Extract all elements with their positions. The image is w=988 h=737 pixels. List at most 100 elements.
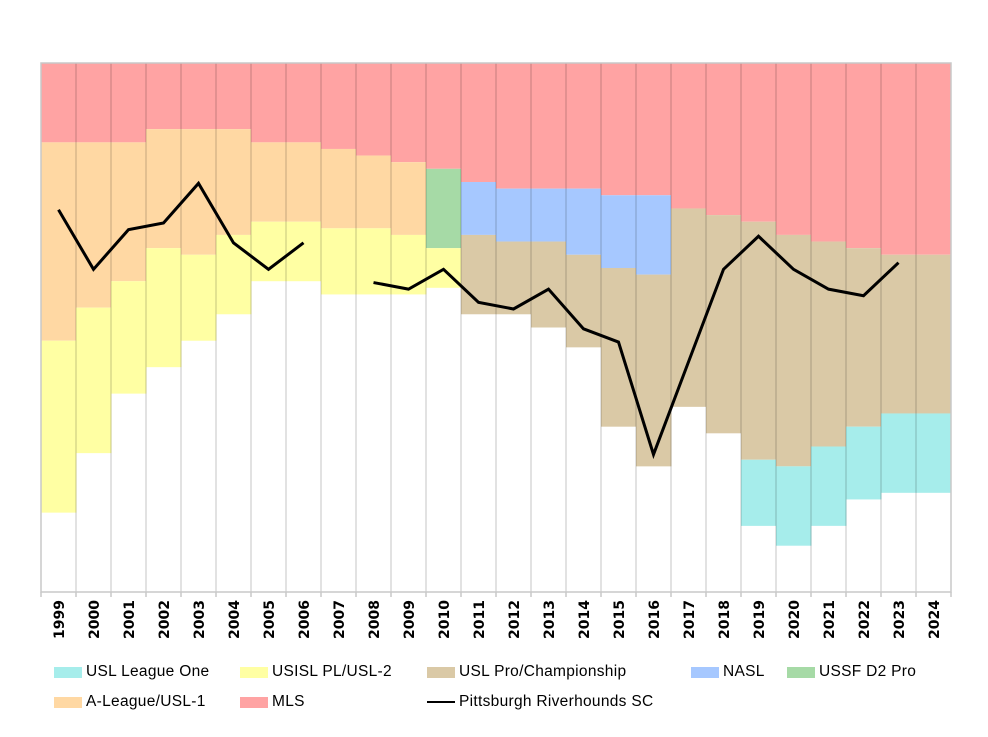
band-mls-2023 [881, 63, 917, 255]
band-uslpro-2023 [881, 254, 917, 414]
band-mls-2010 [426, 63, 462, 169]
x-tick-label: 2022 [857, 600, 873, 639]
team-line-segment [57, 180, 305, 272]
vertical-gridlines [75, 63, 917, 592]
band-mls-2007 [321, 63, 357, 149]
band-nasl-2014 [566, 188, 602, 255]
band-mls-2015 [601, 63, 637, 196]
band-mls-2003 [181, 63, 217, 130]
band-uslpro-2019 [741, 221, 777, 460]
band-usisl-2004 [216, 234, 252, 315]
band-mls-2020 [776, 63, 812, 235]
band-aleague-2002 [146, 129, 182, 249]
band-mls-2014 [566, 63, 602, 189]
band-mls-2012 [496, 63, 532, 189]
x-tick-label: 2010 [437, 600, 453, 639]
band-mls-2008 [356, 63, 392, 156]
x-axis: 1999 2000 2001 2002 2003 2004 2005 2006 2007 2008… [40, 592, 952, 639]
band-mls-2006 [286, 63, 322, 143]
x-tick-label: 2004 [227, 600, 243, 639]
band-l1-2020 [776, 466, 812, 546]
band-d2-2010 [426, 168, 462, 249]
x-tick-label: 2013 [542, 600, 558, 639]
x-tick-label: 2001 [122, 600, 138, 639]
band-l1-2023 [881, 413, 917, 493]
band-nasl-2012 [496, 188, 532, 242]
band-aleague-2009 [391, 162, 427, 235]
band-aleague-2006 [286, 142, 322, 222]
x-tick-label: 2018 [717, 600, 733, 639]
x-tick-label: 2021 [822, 600, 838, 639]
x-tick-label: 2009 [402, 600, 418, 639]
band-aleague-2001 [111, 142, 147, 282]
band-aleague-2007 [321, 148, 357, 229]
x-tick-label: 2003 [192, 600, 208, 639]
band-mls-2022 [846, 63, 882, 249]
band-aleague-2004 [216, 129, 252, 235]
x-tick-label: 2002 [157, 600, 173, 639]
band-usisl-2000 [76, 307, 112, 454]
band-usisl-2001 [111, 281, 147, 394]
band-mls-2011 [461, 63, 497, 183]
x-tick-label: 2008 [367, 600, 383, 639]
x-tick-label: 1999 [52, 600, 68, 639]
x-tick-label: 2016 [647, 600, 663, 639]
stacked-bands [41, 63, 952, 592]
band-mls-2017 [671, 63, 707, 209]
band-usisl-2009 [391, 234, 427, 295]
x-tick-label: 2014 [577, 600, 593, 639]
band-uslpro-2024 [916, 254, 952, 414]
band-uslpro-2021 [811, 241, 847, 447]
band-mls-2016 [636, 63, 672, 196]
band-aleague-2008 [356, 155, 392, 229]
band-nasl-2013 [531, 188, 567, 242]
band-mls-2021 [811, 63, 847, 242]
band-mls-2024 [916, 63, 952, 255]
band-mls-2004 [216, 63, 252, 130]
x-tick-label: 2017 [682, 600, 698, 639]
band-mls-2013 [531, 63, 567, 189]
x-tick-label: 2006 [297, 600, 313, 639]
band-aleague-2000 [76, 142, 112, 308]
x-tick-label: 2019 [752, 600, 768, 639]
band-mls-2001 [111, 63, 147, 143]
band-usisl-1999 [41, 340, 77, 513]
x-tick-label: 2015 [612, 600, 628, 639]
band-nasl-2016 [636, 195, 672, 275]
band-mls-2018 [706, 63, 742, 216]
band-mls-2005 [251, 63, 287, 143]
band-usisl-2002 [146, 248, 182, 368]
x-tick-label: 2020 [787, 600, 803, 639]
band-usisl-2005 [251, 221, 287, 282]
band-usisl-2003 [181, 254, 217, 341]
band-mls-2009 [391, 63, 427, 163]
x-tick-label: 2023 [892, 600, 908, 639]
team-line-segment [373, 234, 900, 460]
band-usisl-2007 [321, 228, 357, 295]
x-tick-label: 2012 [507, 600, 523, 639]
band-nasl-2015 [601, 195, 637, 268]
band-l1-2021 [811, 446, 847, 526]
band-aleague-1999 [41, 142, 77, 341]
x-tick-label: 2024 [927, 600, 943, 639]
band-mls-2019 [741, 63, 777, 222]
x-tick-label: 2005 [262, 600, 278, 639]
band-l1-2024 [916, 413, 952, 493]
band-uslpro-2020 [776, 234, 812, 467]
band-nasl-2011 [461, 182, 497, 235]
band-l1-2019 [741, 459, 777, 526]
band-uslpro-2016 [636, 274, 672, 467]
x-tick-label: 2007 [332, 600, 348, 639]
band-l1-2022 [846, 426, 882, 500]
band-uslpro-2018 [706, 215, 742, 434]
band-uslpro-2017 [671, 208, 707, 407]
band-uslpro-2022 [846, 248, 882, 427]
band-mls-2000 [76, 63, 112, 143]
x-tick-label: 2000 [87, 600, 103, 639]
team-line [57, 180, 900, 460]
x-tick-label: 2011 [472, 600, 488, 639]
band-mls-2002 [146, 63, 182, 130]
band-aleague-2003 [181, 129, 217, 255]
band-uslpro-2013 [531, 241, 567, 328]
